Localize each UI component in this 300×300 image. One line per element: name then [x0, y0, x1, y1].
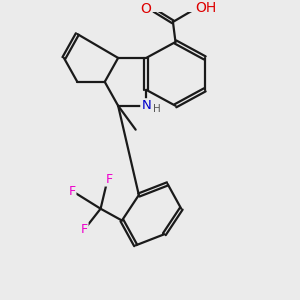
- Text: F: F: [105, 172, 112, 186]
- Text: O: O: [140, 2, 151, 16]
- Text: F: F: [68, 185, 76, 198]
- Text: N: N: [141, 99, 151, 112]
- Text: OH: OH: [195, 1, 216, 15]
- Text: F: F: [80, 223, 88, 236]
- Text: H: H: [152, 104, 160, 114]
